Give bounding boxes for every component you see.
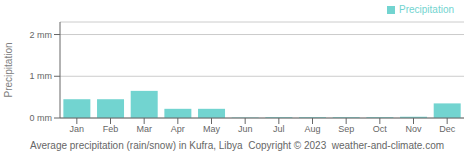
svg-text:Precipitation: Precipitation	[8, 42, 14, 97]
svg-text:Nov: Nov	[405, 124, 422, 134]
svg-text:May: May	[203, 124, 221, 134]
html-text:Precipitation: Precipitation	[399, 4, 454, 15]
svg-text:Apr: Apr	[171, 124, 185, 134]
svg-text:Dec: Dec	[439, 124, 456, 134]
svg-text:Feb: Feb	[103, 124, 119, 134]
svg-text:Mar: Mar	[136, 124, 152, 134]
svg-text:2 mm: 2 mm	[30, 30, 53, 40]
svg-text:0 mm: 0 mm	[30, 113, 53, 123]
svg-text:1 mm: 1 mm	[30, 71, 53, 81]
svg-text:Jan: Jan	[70, 124, 85, 134]
svg-text:Jun: Jun	[238, 124, 253, 134]
svg-text:Jul: Jul	[273, 124, 285, 134]
svg-text:Aug: Aug	[304, 124, 320, 134]
svg-text:Oct: Oct	[373, 124, 388, 134]
html-text:Average precipitation (rain/sn: Average precipitation (rain/snow) in Kuf…	[30, 140, 444, 151]
svg-text:Sep: Sep	[338, 124, 354, 134]
